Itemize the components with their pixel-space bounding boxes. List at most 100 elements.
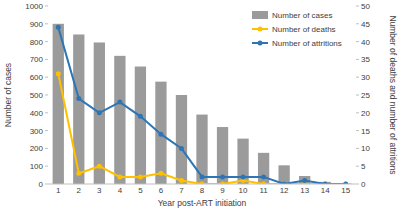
marker bbox=[56, 25, 61, 30]
y2-tick bbox=[356, 77, 359, 78]
marker bbox=[117, 100, 122, 105]
plot-area bbox=[53, 24, 352, 184]
x-axis bbox=[48, 184, 356, 185]
y-tick-label: 300 bbox=[30, 127, 44, 136]
y-tick-label: 700 bbox=[30, 55, 44, 64]
y2-tick-label: 35 bbox=[361, 55, 370, 64]
y2-tick-label: 5 bbox=[361, 162, 366, 171]
y2-tick-label: 40 bbox=[361, 38, 370, 47]
y2-tick-label: 10 bbox=[361, 144, 370, 153]
marker bbox=[138, 114, 143, 119]
x-tick-label: 3 bbox=[97, 186, 102, 195]
y-tick bbox=[45, 148, 48, 149]
y-tick-label: 800 bbox=[30, 38, 44, 47]
y-tick-label: 500 bbox=[30, 91, 44, 100]
marker bbox=[220, 174, 225, 179]
y-tick-label: 1000 bbox=[25, 2, 43, 11]
y2-tick-label: 0 bbox=[361, 180, 366, 189]
bar bbox=[176, 95, 187, 184]
bar bbox=[114, 56, 125, 184]
bar bbox=[196, 115, 207, 184]
x-tick-label: 12 bbox=[280, 186, 289, 195]
legend: Number of cases Number of deaths Number of… bbox=[252, 11, 342, 48]
x-tick-label: 6 bbox=[159, 186, 164, 195]
x-tick-label: 7 bbox=[179, 186, 184, 195]
marker bbox=[56, 71, 61, 76]
bar bbox=[299, 176, 310, 184]
marker bbox=[241, 174, 246, 179]
x-tick-label: 15 bbox=[341, 186, 350, 195]
y2-tick bbox=[356, 148, 359, 149]
x-tick-label: 2 bbox=[77, 186, 82, 195]
y-tick bbox=[45, 184, 48, 185]
line bbox=[58, 74, 345, 184]
marker bbox=[158, 171, 163, 176]
y-tick-label: 0 bbox=[39, 180, 44, 189]
y2-tick bbox=[356, 59, 359, 60]
bar bbox=[73, 34, 84, 184]
marker bbox=[138, 174, 143, 179]
y2-tick-label: 50 bbox=[361, 2, 370, 11]
legend-marker bbox=[258, 27, 263, 32]
y-tick bbox=[45, 130, 48, 131]
legend-swatch bbox=[252, 11, 268, 19]
bar bbox=[258, 153, 269, 184]
legend-marker bbox=[258, 41, 263, 46]
y2-tick bbox=[356, 184, 359, 185]
bar bbox=[53, 24, 64, 184]
marker bbox=[117, 174, 122, 179]
x-axis-title: Year post-ART initiation bbox=[158, 198, 247, 208]
marker bbox=[261, 174, 266, 179]
y2-tick-label: 30 bbox=[361, 73, 370, 82]
y2-tick-label: 25 bbox=[361, 91, 370, 100]
marker bbox=[76, 96, 81, 101]
marker bbox=[76, 171, 81, 176]
y-tick bbox=[45, 166, 48, 167]
x-tick-label: 9 bbox=[220, 186, 225, 195]
y2-tick-label: 15 bbox=[361, 127, 370, 136]
bar bbox=[278, 165, 289, 184]
y-tick bbox=[45, 23, 48, 24]
y2-tick bbox=[356, 23, 359, 24]
bar bbox=[135, 67, 146, 184]
y-tick bbox=[45, 95, 48, 96]
y2-tick-label: 45 bbox=[361, 20, 370, 29]
x-tick-label: 1 bbox=[56, 186, 61, 195]
y2-tick bbox=[356, 112, 359, 113]
y-tick-label: 400 bbox=[30, 109, 44, 118]
x-tick-label: 11 bbox=[259, 186, 268, 195]
x-tick-label: 10 bbox=[239, 186, 248, 195]
y2-tick-label: 20 bbox=[361, 109, 370, 118]
y2-tick bbox=[356, 6, 359, 7]
marker bbox=[158, 132, 163, 137]
chart: 123456789101112131415Year post-ART initi… bbox=[0, 0, 400, 210]
y-tick bbox=[45, 77, 48, 78]
y-axis-title: Number of cases bbox=[3, 63, 13, 127]
bar bbox=[155, 82, 166, 184]
y-tick-label: 100 bbox=[30, 162, 44, 171]
x-tick-label: 13 bbox=[300, 186, 309, 195]
y-tick-label: 600 bbox=[30, 73, 44, 82]
y-tick bbox=[45, 6, 48, 7]
y-tick bbox=[45, 112, 48, 113]
x-tick-label: 4 bbox=[118, 186, 123, 195]
marker bbox=[179, 178, 184, 183]
y-tick bbox=[45, 41, 48, 42]
legend-label: Number of cases bbox=[272, 11, 332, 20]
y-tick bbox=[45, 59, 48, 60]
y-tick-label: 200 bbox=[30, 144, 44, 153]
y2-tick bbox=[356, 166, 359, 167]
y2-tick bbox=[356, 41, 359, 42]
bar bbox=[217, 127, 228, 184]
y-tick-label: 900 bbox=[30, 20, 44, 29]
marker bbox=[302, 178, 307, 183]
x-tick-label: 5 bbox=[138, 186, 143, 195]
y2-tick bbox=[356, 130, 359, 131]
marker bbox=[179, 146, 184, 151]
marker bbox=[97, 110, 102, 115]
marker bbox=[200, 174, 205, 179]
x-tick-label: 14 bbox=[321, 186, 330, 195]
y2-tick bbox=[356, 95, 359, 96]
legend-label: Number of attritions bbox=[272, 39, 342, 48]
legend-label: Number of deaths bbox=[272, 25, 336, 34]
